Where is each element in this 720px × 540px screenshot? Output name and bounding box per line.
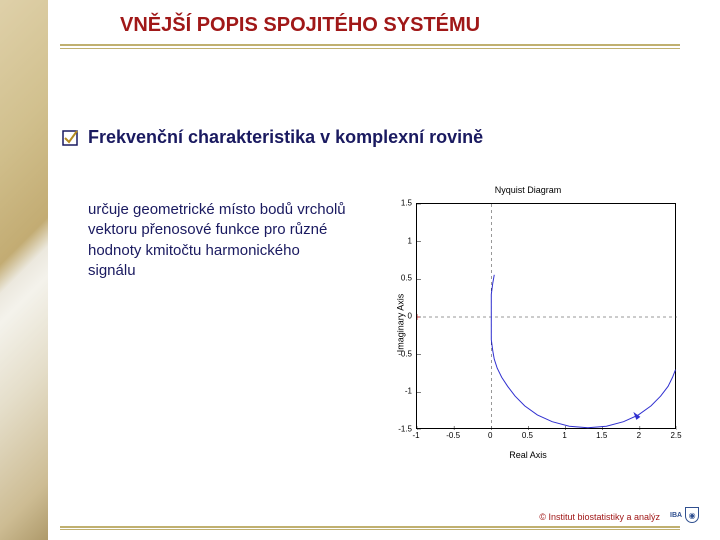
- x-tick: 0: [488, 431, 492, 440]
- body-paragraph: určuje geometrické místo bodů vrcholů ve…: [88, 200, 348, 281]
- plot-area: [416, 203, 676, 429]
- checkmark-icon: [62, 130, 78, 146]
- x-tick: 2: [637, 431, 641, 440]
- y-tick: -1.5: [390, 425, 412, 434]
- copyright-text: © Institut biostatistiky a analýz: [539, 512, 660, 522]
- y-tick: 0.5: [390, 274, 412, 283]
- page-title: VNĚJŠÍ POPIS SPOJITÉHO SYSTÉMU: [120, 14, 480, 37]
- x-tick: -1: [412, 431, 419, 440]
- iba-logo: IBA ◉: [670, 506, 706, 524]
- x-tick: 0.5: [522, 431, 533, 440]
- nyquist-diagram: Nyquist Diagram Imaginary Axis Real Axis…: [368, 185, 688, 460]
- footer-underline: [60, 526, 680, 530]
- x-tick: 1: [562, 431, 566, 440]
- title-underline: [60, 44, 680, 48]
- x-tick: 1.5: [596, 431, 607, 440]
- y-tick: 1.5: [390, 199, 412, 208]
- y-tick: 0: [390, 312, 412, 321]
- diagram-title: Nyquist Diagram: [368, 185, 688, 195]
- x-tick: -0.5: [446, 431, 460, 440]
- y-axis-label: Imaginary Axis: [395, 293, 405, 352]
- y-tick: -0.5: [390, 349, 412, 358]
- left-decoration: [0, 0, 48, 540]
- y-tick: 1: [390, 236, 412, 245]
- x-axis-label: Real Axis: [509, 450, 547, 460]
- section-heading: Frekvenční charakteristika v komplexní r…: [88, 126, 648, 149]
- x-tick: 2.5: [670, 431, 681, 440]
- y-tick: -1: [390, 387, 412, 396]
